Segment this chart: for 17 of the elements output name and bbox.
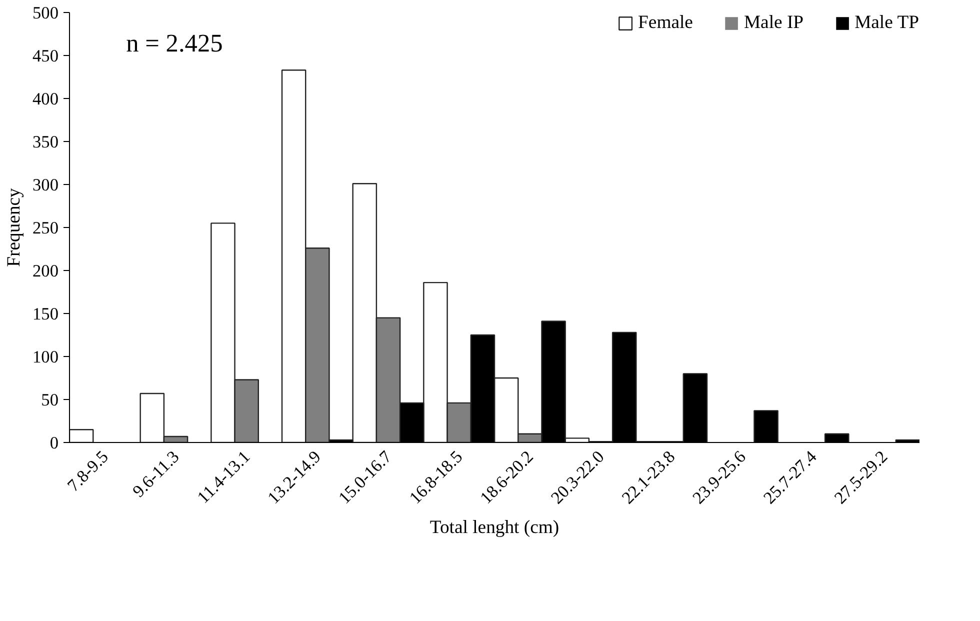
y-tick-label: 200 xyxy=(32,262,59,280)
y-tick-label: 250 xyxy=(32,218,59,238)
y-tick-label: 450 xyxy=(32,46,59,66)
x-axis-title: Total lenght (cm) xyxy=(430,516,560,538)
legend-label: Female xyxy=(638,12,693,34)
y-tick-label: 50 xyxy=(41,390,58,410)
y-axis-title: Frequency xyxy=(4,187,25,267)
y-tick-label: 0 xyxy=(50,434,59,452)
legend-label: Male TP xyxy=(854,12,919,34)
y-tick-label: 500 xyxy=(32,4,59,22)
legend-label: Male IP xyxy=(744,12,804,34)
y-tick-label: 150 xyxy=(32,304,59,324)
y-tick-label: 300 xyxy=(32,176,59,194)
y-tick-label: 400 xyxy=(32,90,59,108)
annotation: n = 2.425 xyxy=(126,30,223,58)
y-tick-label: 350 xyxy=(32,132,59,152)
y-tick-label: 100 xyxy=(32,348,59,366)
